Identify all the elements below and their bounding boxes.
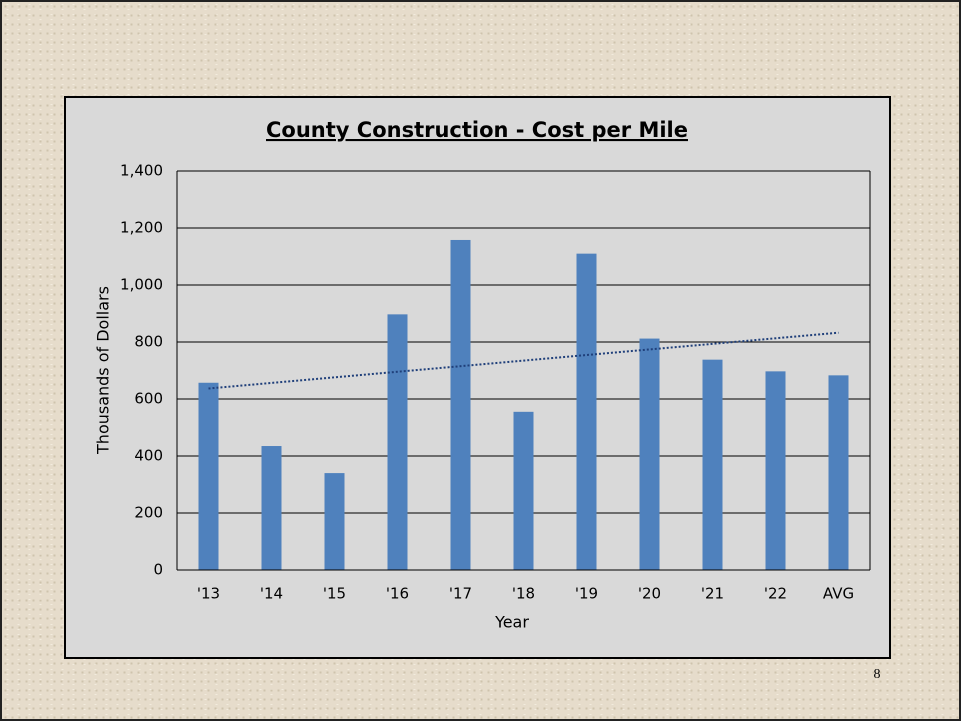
trendline [208, 331, 839, 390]
x-tick-label: '14 [260, 585, 283, 603]
bar [387, 314, 408, 570]
bar [324, 473, 345, 570]
x-axis-label: Year [494, 613, 529, 632]
bar [576, 253, 597, 570]
y-tick-label: 0 [153, 561, 163, 579]
x-tick-label: '18 [512, 585, 535, 603]
x-tick-label: AVG [823, 585, 854, 603]
x-tick-label: '21 [701, 585, 724, 603]
bar [450, 239, 471, 570]
page-number: 8 [874, 667, 881, 682]
bar [639, 338, 660, 570]
bar [198, 382, 219, 570]
y-tick-label: 800 [134, 333, 163, 351]
chart-title: County Construction - Cost per Mile [266, 118, 688, 142]
y-tick-label: 600 [134, 390, 163, 408]
x-tick-label: '19 [575, 585, 598, 603]
x-tick-label: '13 [197, 585, 220, 603]
x-tick-label: '17 [449, 585, 472, 603]
y-tick-label: 1,200 [120, 219, 163, 237]
y-axis-label: Thousands of Dollars [94, 286, 113, 455]
x-tick-label: '16 [386, 585, 409, 603]
y-tick-label: 200 [134, 504, 163, 522]
bar [765, 371, 786, 570]
bar [261, 446, 282, 570]
y-tick-label: 400 [134, 447, 163, 465]
bar [828, 375, 849, 570]
y-tick-label: 1,400 [120, 162, 163, 180]
bar [513, 411, 534, 570]
x-tick-label: '22 [764, 585, 787, 603]
x-tick-label: '20 [638, 585, 661, 603]
y-tick-label: 1,000 [120, 276, 163, 294]
bar [702, 359, 723, 570]
x-tick-label: '15 [323, 585, 346, 603]
